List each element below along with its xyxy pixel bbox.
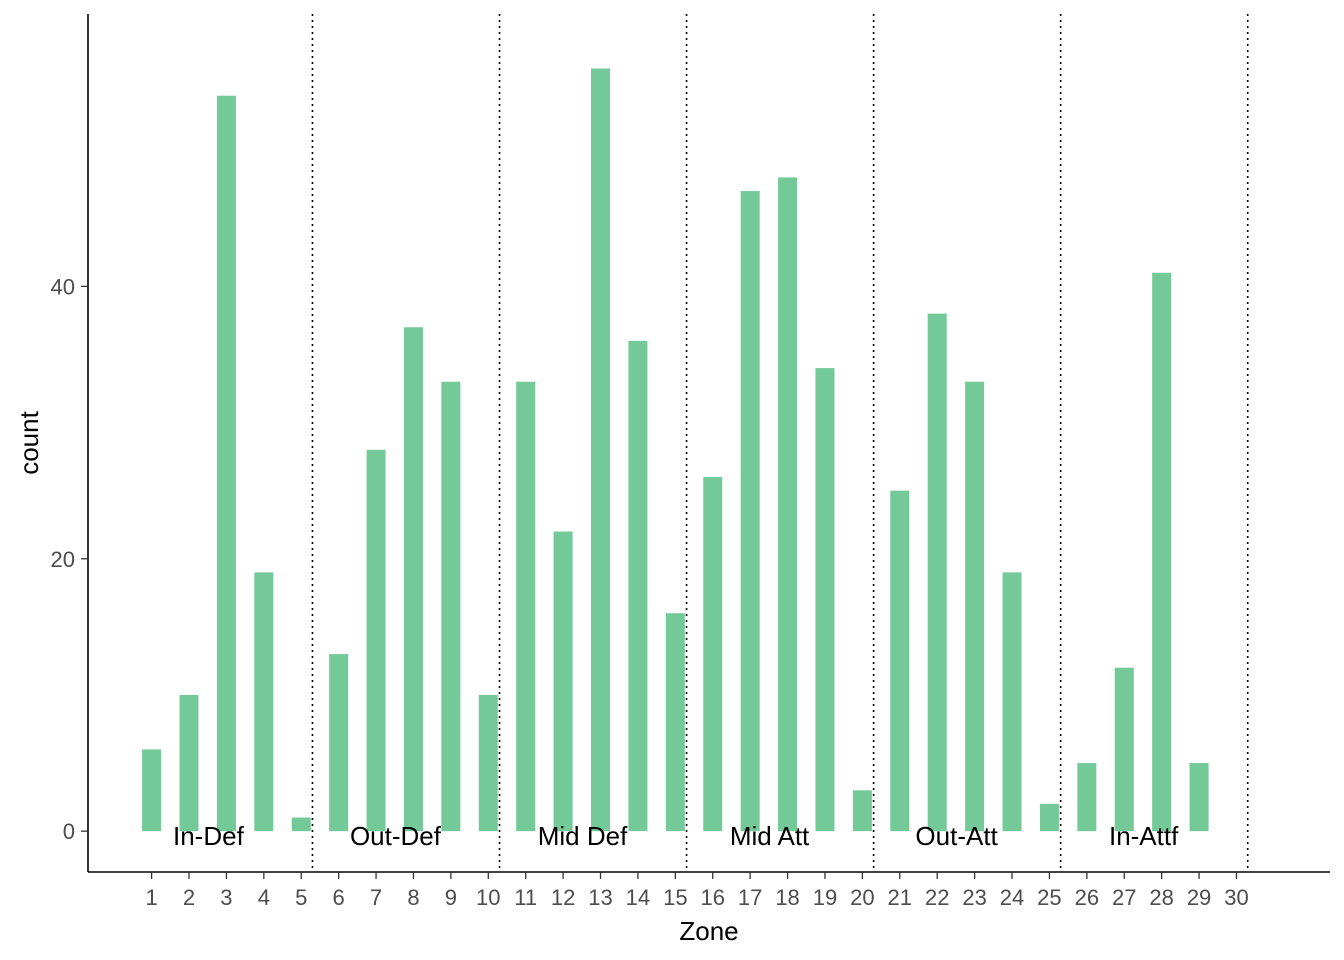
x-tick-label: 28 <box>1149 885 1173 910</box>
x-tick-label: 26 <box>1075 885 1099 910</box>
x-tick-label: 8 <box>407 885 419 910</box>
zone-label: Out-Def <box>350 821 442 851</box>
bar-zone-29 <box>1189 763 1209 832</box>
bar-zone-19 <box>815 368 835 832</box>
bar-zone-3 <box>216 95 236 832</box>
x-tick-label: 25 <box>1037 885 1061 910</box>
bar-zone-11 <box>516 381 536 832</box>
bar-zone-25 <box>1039 803 1059 832</box>
x-tick-label: 30 <box>1224 885 1248 910</box>
bar-zone-28 <box>1152 272 1172 832</box>
x-tick-label: 21 <box>888 885 912 910</box>
x-tick-label: 10 <box>476 885 500 910</box>
x-tick-label: 18 <box>775 885 799 910</box>
bar-zone-13 <box>591 68 611 832</box>
y-axis-title: count <box>14 410 44 474</box>
bar-zone-17 <box>740 191 760 832</box>
x-tick-label: 16 <box>700 885 724 910</box>
x-tick-label: 6 <box>333 885 345 910</box>
y-tick-label: 20 <box>51 547 75 572</box>
zone-label: In-Def <box>173 821 245 851</box>
x-tick-label: 11 <box>514 885 537 910</box>
x-tick-label: 27 <box>1112 885 1136 910</box>
zone-label: Out-Att <box>915 821 998 851</box>
bar-zone-2 <box>179 694 199 832</box>
bar-zone-21 <box>890 490 910 832</box>
bar-zone-15 <box>665 613 685 832</box>
x-tick-label: 15 <box>663 885 687 910</box>
bar-zone-27 <box>1114 667 1134 832</box>
bar-zone-8 <box>403 327 423 832</box>
y-tick-label: 40 <box>51 274 75 299</box>
x-tick-label: 5 <box>295 885 307 910</box>
x-tick-label: 22 <box>925 885 949 910</box>
bar-zone-22 <box>927 313 947 832</box>
bar-zone-1 <box>142 749 162 832</box>
y-axis-ticks: 0 20 40 <box>51 274 88 844</box>
bar-zone-16 <box>703 477 723 832</box>
bar-zone-26 <box>1077 763 1097 832</box>
bar-zone-5 <box>291 817 311 832</box>
zone-label: In-Attf <box>1109 821 1179 851</box>
x-tick-label: 19 <box>813 885 837 910</box>
bar-zone-20 <box>852 790 872 832</box>
bar-zone-4 <box>254 572 274 832</box>
x-tick-label: 20 <box>850 885 874 910</box>
bar-zone-23 <box>965 381 985 832</box>
axes <box>87 14 1330 873</box>
x-tick-label: 13 <box>588 885 612 910</box>
x-tick-label: 3 <box>220 885 232 910</box>
x-axis-title: Zone <box>679 916 738 946</box>
bars <box>142 68 1209 832</box>
x-tick-label: 29 <box>1187 885 1211 910</box>
x-tick-label: 14 <box>626 885 650 910</box>
zone-labels: In-Def Out-Def Mid Def Mid Att Out-Att In-Att… <box>173 821 1179 851</box>
bar-zone-18 <box>778 177 798 832</box>
bar-zone-24 <box>1002 572 1022 832</box>
x-tick-label: 9 <box>445 885 457 910</box>
zone-dividers <box>311 14 1249 872</box>
x-tick-label: 1 <box>145 885 157 910</box>
bar-zone-14 <box>628 340 648 832</box>
bar-zone-12 <box>553 531 573 832</box>
bar-zone-10 <box>478 694 498 832</box>
x-tick-label: 12 <box>551 885 575 910</box>
x-tick-label: 23 <box>962 885 986 910</box>
bar-zone-6 <box>329 654 349 832</box>
x-axis-ticks: 1 2 3 4 5 6 7 8 9 10 11 12 13 14 15 16 17 18 19 20 21 22 23 24 2… <box>145 872 1249 910</box>
x-tick-label: 4 <box>258 885 270 910</box>
bar-zone-7 <box>366 449 386 832</box>
x-tick-label: 2 <box>183 885 195 910</box>
x-tick-label: 7 <box>370 885 382 910</box>
x-tick-label: 17 <box>738 885 762 910</box>
x-tick-label: 24 <box>1000 885 1024 910</box>
bar-zone-9 <box>441 381 461 832</box>
zone-label: Mid Att <box>730 821 810 851</box>
zone-label: Mid Def <box>538 821 628 851</box>
y-tick-label: 0 <box>63 819 75 844</box>
